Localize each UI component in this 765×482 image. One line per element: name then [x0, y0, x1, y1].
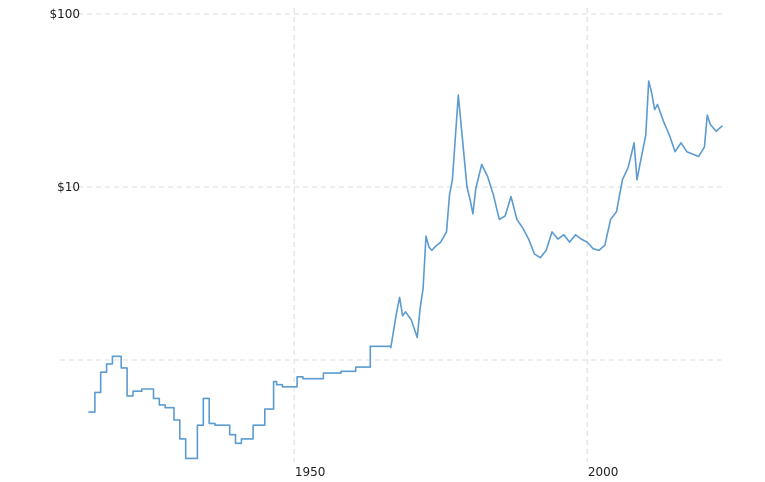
- x-axis-ticks: 1950 2000: [295, 465, 619, 479]
- y-tick-label: $10: [57, 180, 80, 194]
- x-tick-label: 1950: [295, 465, 326, 479]
- price-series-line: [88, 80, 723, 460]
- y-axis-ticks: $100 $10: [49, 7, 80, 194]
- x-tick-label: 2000: [588, 465, 619, 479]
- gridlines: [60, 8, 722, 462]
- y-tick-label: $100: [49, 7, 80, 21]
